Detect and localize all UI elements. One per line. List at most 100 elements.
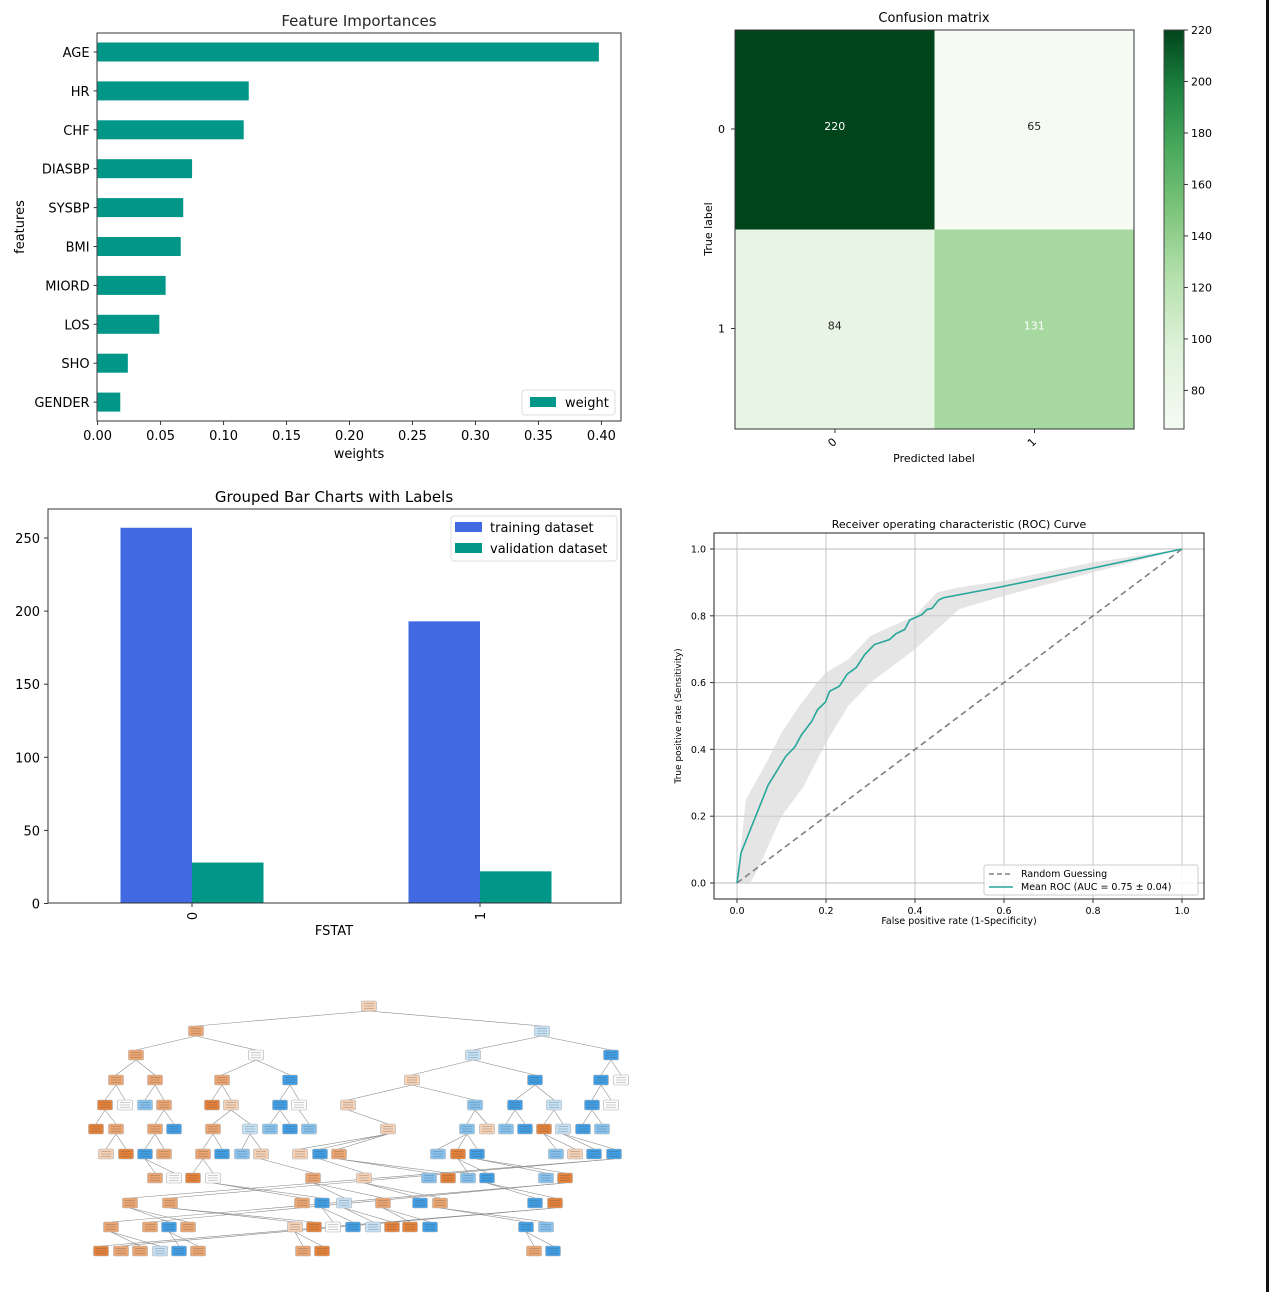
tree-node	[262, 1123, 278, 1135]
tree-edge	[591, 1084, 602, 1101]
tree-node	[586, 1148, 602, 1160]
tree-edge	[144, 1158, 156, 1174]
tree-node	[603, 1049, 619, 1061]
tree-edge	[312, 1182, 345, 1199]
fi-xtick-label: 0.35	[524, 429, 553, 444]
tree-edge	[163, 1109, 175, 1125]
tree-node	[234, 1148, 250, 1160]
fi-bar-age	[97, 42, 599, 62]
tree-node	[527, 1197, 543, 1209]
tree-edge	[562, 1133, 615, 1150]
tree-edge	[192, 1158, 204, 1174]
cm-cell	[735, 229, 935, 429]
tree-edge	[338, 1158, 449, 1174]
tree-edge	[279, 1084, 291, 1101]
tree-node	[214, 1148, 230, 1160]
roc-ylabel: True positive rate (Sensitivity)	[674, 648, 684, 784]
tree-node	[575, 1123, 591, 1135]
roc-confidence-band	[737, 549, 1182, 883]
tree-edge	[368, 1010, 543, 1027]
fi-legend-swatch	[530, 397, 556, 407]
tree-edge	[457, 1158, 488, 1174]
tree-edge	[129, 1207, 189, 1223]
tree-node	[555, 1123, 571, 1135]
tree-edge	[129, 1158, 615, 1199]
tree-edge	[476, 1158, 566, 1174]
tree-edge	[144, 1158, 175, 1174]
tree-edge	[474, 1109, 488, 1125]
cm-cell-value: 84	[828, 320, 842, 333]
tree-node	[538, 1221, 554, 1233]
tree-edge	[212, 1109, 232, 1125]
tree-edge	[472, 1059, 536, 1076]
tree-node	[242, 1123, 258, 1135]
tree-node	[567, 1148, 583, 1160]
tree-node	[361, 1000, 377, 1012]
tree-node	[108, 1074, 124, 1086]
fi-ytick-label: BMI	[66, 241, 90, 256]
tree-node	[613, 1074, 629, 1086]
tree-node	[404, 1074, 420, 1086]
tree-node	[161, 1221, 177, 1233]
tree-edge	[319, 1133, 389, 1150]
tree-edge	[221, 1084, 232, 1101]
cm-colorbar-tick-label: 140	[1191, 230, 1212, 243]
cm-cell-value: 220	[824, 120, 845, 133]
cm-cell	[934, 229, 1134, 429]
tree-edge	[260, 1158, 314, 1174]
tree-edge	[169, 1207, 315, 1223]
fi-bar-los	[97, 314, 160, 334]
tree-node	[132, 1245, 148, 1257]
tree-node	[282, 1123, 298, 1135]
cm-colorbar-tick-label: 100	[1191, 333, 1212, 346]
fi-bar-gender	[97, 392, 121, 412]
roc-legend-label-mean: Mean ROC (AUC = 0.75 ± 0.04)	[1021, 882, 1171, 893]
fi-ytick-label: HR	[71, 85, 90, 100]
window-right-border	[1266, 0, 1269, 1292]
fi-xtick-label: 0.10	[209, 429, 238, 444]
tree-edge	[168, 1231, 199, 1247]
tree-node	[113, 1245, 129, 1257]
tree-node	[108, 1123, 124, 1135]
tree-edge	[95, 1109, 106, 1125]
cm-cell-value: 65	[1027, 120, 1041, 133]
tree-edge	[338, 1158, 430, 1174]
tree-node	[171, 1245, 187, 1257]
tree-edge	[543, 1133, 557, 1150]
fi-bar-chf	[97, 120, 244, 140]
fi-ytick-label: AGE	[63, 46, 90, 61]
cm-colorbar	[1163, 29, 1185, 430]
tree-node	[518, 1221, 534, 1233]
tree-edge	[269, 1109, 281, 1125]
fi-xtick-label: 0.15	[272, 429, 301, 444]
tree-edge	[338, 1133, 389, 1150]
tree-edge	[312, 1182, 384, 1199]
tree-edge	[486, 1182, 536, 1199]
tree-edge	[562, 1133, 595, 1150]
tree-node	[440, 1172, 456, 1184]
tree-edge	[154, 1084, 165, 1101]
cm-xlabel: Predicted label	[893, 452, 975, 465]
tree-edge	[466, 1109, 476, 1125]
decision-tree-diagram	[88, 1000, 629, 1257]
tree-node	[325, 1221, 341, 1233]
tree-edge	[294, 1231, 323, 1247]
roc-legend: Random Guessing Mean ROC (AUC = 0.75 ± 0…	[983, 864, 1199, 896]
tree-node	[526, 1245, 542, 1257]
tree-node	[548, 1148, 564, 1160]
tree-edge	[104, 1109, 117, 1125]
tree-edge	[168, 1231, 180, 1247]
tree-edge	[115, 1059, 137, 1076]
tree-node	[223, 1099, 239, 1111]
fi-xtick-label: 0.20	[335, 429, 364, 444]
tree-edge	[230, 1109, 251, 1125]
tree-node	[402, 1221, 418, 1233]
tree-node	[459, 1123, 475, 1135]
tree-node	[465, 1049, 481, 1061]
roc-ytick-label: 0.0	[691, 879, 706, 890]
fi-ytick-label: SYSBP	[48, 202, 89, 217]
gb-ytick-label: 50	[23, 824, 40, 839]
tree-edge	[466, 1133, 478, 1150]
fi-xtick-label: 0.40	[587, 429, 616, 444]
gb-xtick-label: 1	[474, 912, 489, 920]
